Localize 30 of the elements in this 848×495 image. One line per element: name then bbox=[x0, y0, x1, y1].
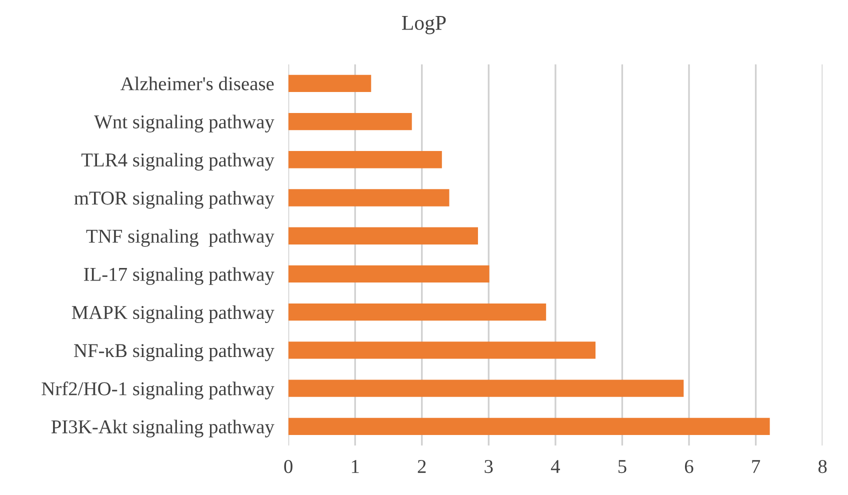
y-tick-label: TLR4 signaling pathway bbox=[81, 152, 274, 171]
bar bbox=[288, 380, 684, 397]
bar bbox=[288, 189, 450, 206]
x-tick-label: 2 bbox=[418, 460, 426, 473]
x-tick-label: 0 bbox=[284, 460, 292, 474]
x-tick-label: 5 bbox=[618, 460, 626, 474]
bar bbox=[288, 304, 546, 321]
y-tick-label: Wnt signaling pathway bbox=[94, 114, 274, 132]
y-tick-label: Alzheimer's disease bbox=[120, 76, 274, 90]
x-tick-label: 4 bbox=[550, 460, 560, 473]
y-tick-label: IL-17 signaling pathway bbox=[84, 267, 274, 285]
x-tick-label: 8 bbox=[818, 460, 827, 474]
y-tick-label: PI3K-Akt signaling pathway bbox=[51, 420, 274, 438]
bar bbox=[288, 418, 770, 436]
y-tick-label: MAPK signaling pathway bbox=[72, 305, 274, 324]
bar bbox=[288, 74, 372, 92]
bar bbox=[288, 151, 442, 168]
chart-title: LogP bbox=[402, 16, 446, 34]
y-tick-label: NF-κB signaling pathway bbox=[74, 343, 274, 362]
y-tick-label: mTOR signaling pathway bbox=[74, 191, 274, 209]
y-tick-label: Nrf2/HO-1 signaling pathway bbox=[42, 381, 274, 400]
bar bbox=[288, 342, 596, 359]
x-tick-label: 1 bbox=[352, 460, 359, 473]
bar bbox=[288, 227, 478, 244]
x-tick-label: 3 bbox=[484, 460, 493, 474]
y-tick-label: TNF signaling pathway bbox=[86, 229, 274, 247]
x-tick-label: 7 bbox=[752, 460, 760, 473]
bar bbox=[288, 265, 490, 283]
x-tick-label: 6 bbox=[684, 460, 694, 474]
bar bbox=[288, 112, 412, 130]
